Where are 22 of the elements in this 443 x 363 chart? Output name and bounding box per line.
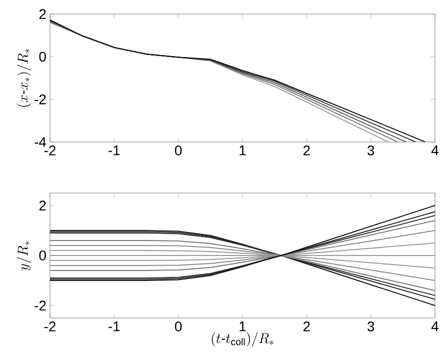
y-tick-label: 0	[39, 52, 46, 62]
x-tick-label: 2	[303, 322, 310, 332]
y-axis-title: $(x\mbox{-}x_*)/R_*$	[16, 49, 32, 107]
x-tick-label: 1	[240, 146, 246, 156]
y-axis-title: $y/R_*$	[16, 241, 32, 270]
x-tick-label: 2	[303, 146, 310, 156]
x-tick-label: -1	[108, 322, 120, 332]
x-tick-label: -1	[108, 146, 120, 156]
y-tick-label: 0	[39, 250, 46, 260]
y-tick-label: -2	[34, 300, 46, 310]
x-tick-label: 3	[367, 322, 374, 332]
x-tick-label: 4	[431, 322, 438, 332]
y-tick-label: -2	[34, 94, 46, 104]
x-tick-label: 0	[175, 146, 182, 156]
x-tick-label: 0	[175, 322, 182, 332]
y-tick-label: 2	[39, 9, 46, 19]
x-axis-title: $(t\mbox{-}t_{\mathrm{coll}})/R_*$	[212, 332, 274, 347]
y-tick-label: -4	[34, 137, 46, 147]
x-tick-label: 1	[240, 322, 246, 332]
y-tick-label: 2	[39, 200, 46, 210]
x-tick-label: 4	[431, 146, 438, 156]
x-tick-label: 3	[367, 146, 374, 156]
